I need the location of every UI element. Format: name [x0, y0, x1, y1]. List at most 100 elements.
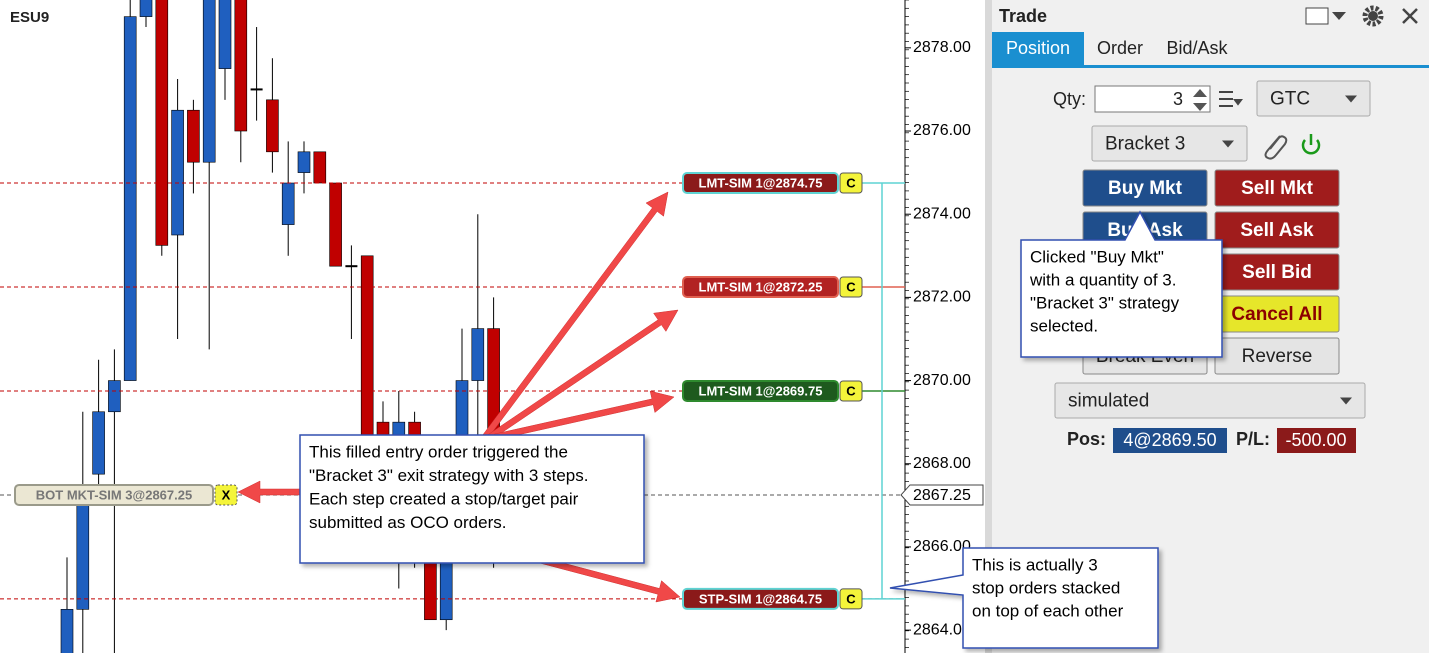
settings-icon[interactable]	[1362, 5, 1384, 27]
candle-body	[313, 151, 327, 184]
account-dropdown-caret	[1340, 397, 1352, 405]
arrow	[487, 309, 679, 440]
order-button[interactable]	[1214, 211, 1340, 249]
order-label[interactable]	[14, 483, 214, 506]
pl-box	[1277, 428, 1356, 453]
order-button[interactable]	[1214, 169, 1340, 207]
panel-title: Trade	[999, 6, 1047, 26]
y-tick-label: 2872.00	[913, 289, 971, 306]
order-button-label[interactable]: Reverse	[1242, 346, 1313, 367]
order-label[interactable]	[682, 379, 839, 402]
candle-body	[60, 609, 74, 653]
tab[interactable]: Position	[1006, 38, 1070, 58]
qty-value: 3	[1173, 89, 1183, 109]
callout-text: This filled entry order triggered the	[309, 442, 568, 461]
pos-box	[1113, 428, 1227, 453]
tab-selected[interactable]	[992, 32, 1084, 66]
order-button[interactable]	[1082, 169, 1208, 207]
strategy-dropdown[interactable]	[1091, 125, 1248, 162]
candle-body	[329, 182, 342, 267]
candle-body	[92, 411, 105, 475]
candle-body	[155, 0, 169, 246]
order-text: LMT-SIM 1@2874.75	[699, 175, 823, 190]
callout-text: This is actually 3	[972, 555, 1098, 574]
pos-value: 4@2869.50	[1123, 430, 1216, 450]
order-button-text: C	[846, 591, 856, 606]
y-tick-label: 2876.00	[913, 122, 971, 139]
order-button-label[interactable]: Sell Mkt	[1241, 178, 1313, 199]
power-icon[interactable]	[1301, 134, 1321, 155]
order-button-label[interactable]: Sell Bid	[1242, 262, 1312, 283]
order-button[interactable]	[839, 276, 863, 298]
order-text: LMT-SIM 1@2869.75	[699, 383, 823, 398]
y-tick-label: 2878.00	[913, 39, 971, 56]
candle-body	[108, 380, 121, 413]
y-tick-label: 2868.00	[913, 455, 971, 472]
candle-body	[218, 0, 232, 69]
callouts: This filled entry order triggered the "Br…	[237, 191, 1223, 649]
settings-icon-hub	[1368, 11, 1378, 21]
arrow	[237, 480, 301, 504]
candle-body	[76, 505, 90, 610]
order-button[interactable]	[839, 588, 863, 610]
callout-text: "Bracket 3" exit strategy with 3 steps.	[309, 466, 588, 485]
splitter	[985, 0, 992, 653]
callout-text: Clicked "Buy Mkt"	[1030, 247, 1164, 266]
layout-icon[interactable]	[1305, 7, 1329, 25]
qty-spinner[interactable]	[1193, 89, 1207, 111]
symbol: ESU9	[10, 9, 49, 26]
candle-body	[234, 0, 248, 132]
order-label[interactable]	[682, 587, 839, 610]
order-label[interactable]	[682, 172, 839, 195]
order-button-label[interactable]: Sell Ask	[1240, 220, 1314, 241]
candle-body	[471, 328, 485, 381]
account-dropdown[interactable]	[1054, 382, 1366, 419]
dropdown-icon[interactable]	[1332, 12, 1346, 20]
candle-body	[202, 0, 216, 163]
close-icon[interactable]	[1402, 8, 1418, 24]
order-label[interactable]	[682, 275, 839, 298]
callout	[1020, 210, 1223, 358]
callout-text: on top of each other	[972, 601, 1124, 620]
tif-dropdown-caret	[1345, 95, 1357, 103]
order-text: STP-SIM 1@2864.75	[699, 591, 822, 606]
order-button[interactable]	[214, 484, 238, 506]
callout-text: "Bracket 3" strategy	[1030, 293, 1180, 312]
arrow	[482, 191, 669, 440]
pl-value: -500.00	[1285, 430, 1346, 450]
candle-body	[424, 557, 437, 621]
tab[interactable]: Order	[1097, 38, 1143, 58]
candle-body	[123, 16, 137, 381]
callout	[299, 434, 645, 564]
candle-body	[139, 0, 153, 17]
price-axis	[905, 0, 985, 653]
tab[interactable]: Bid/Ask	[1166, 38, 1228, 58]
pos-label: Pos:	[1067, 429, 1106, 449]
strategy-dropdown-caret	[1222, 140, 1234, 148]
order-button-text: C	[846, 175, 856, 190]
attach-icon[interactable]	[1264, 135, 1288, 160]
menu-icon[interactable]	[1219, 91, 1243, 107]
overlay: 2878.00 2876.00 2874.00 2872.00 2870.00 2868.…	[900, 0, 984, 648]
order-button-label[interactable]: Cancel All	[1231, 304, 1322, 325]
qty-input[interactable]	[1094, 85, 1211, 113]
last-price-marker	[900, 484, 984, 506]
callout-text: stop orders stacked	[972, 578, 1120, 597]
candle-body	[187, 109, 200, 163]
candle-body	[297, 151, 311, 173]
qty-label: Qty:	[1053, 89, 1086, 109]
tif-dropdown-text: GTC	[1270, 89, 1310, 110]
candle-body	[171, 109, 184, 236]
y-tick-label: 2870.00	[913, 372, 971, 389]
tif-dropdown[interactable]	[1256, 80, 1371, 117]
callout-text: selected.	[1030, 316, 1098, 335]
order-button[interactable]	[839, 380, 863, 402]
order-button[interactable]	[839, 172, 863, 194]
order-button-text: C	[846, 383, 856, 398]
order-button-label[interactable]: Buy Mkt	[1108, 178, 1183, 199]
order-button-text: C	[846, 279, 856, 294]
strategy-dropdown-text: Bracket 3	[1105, 134, 1185, 155]
y-tick-label: 2866.00	[913, 538, 971, 555]
callout	[889, 547, 1159, 649]
